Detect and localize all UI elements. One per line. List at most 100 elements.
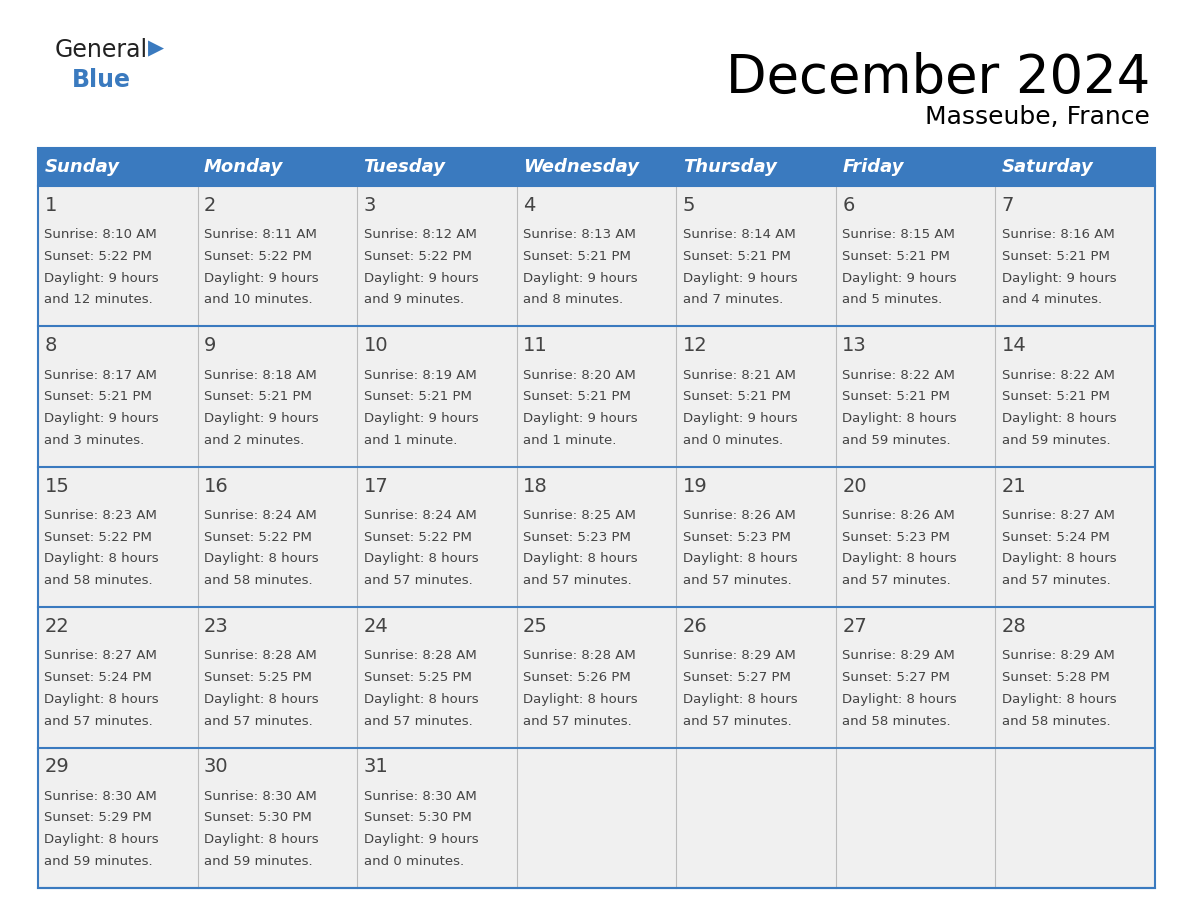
Text: Daylight: 8 hours: Daylight: 8 hours bbox=[204, 553, 318, 565]
Text: 25: 25 bbox=[523, 617, 548, 636]
Text: Monday: Monday bbox=[204, 158, 283, 176]
Text: 15: 15 bbox=[44, 476, 69, 496]
Text: Sunset: 5:22 PM: Sunset: 5:22 PM bbox=[204, 250, 311, 263]
Text: and 59 minutes.: and 59 minutes. bbox=[1001, 434, 1111, 447]
Text: Sunset: 5:21 PM: Sunset: 5:21 PM bbox=[44, 390, 152, 403]
Text: Daylight: 9 hours: Daylight: 9 hours bbox=[204, 272, 318, 285]
Text: and 5 minutes.: and 5 minutes. bbox=[842, 294, 942, 307]
Text: Sunset: 5:21 PM: Sunset: 5:21 PM bbox=[523, 390, 631, 403]
Text: Sunrise: 8:24 AM: Sunrise: 8:24 AM bbox=[204, 509, 317, 522]
Text: Daylight: 8 hours: Daylight: 8 hours bbox=[44, 693, 159, 706]
Text: Sunrise: 8:22 AM: Sunrise: 8:22 AM bbox=[1001, 368, 1114, 382]
Text: Sunset: 5:29 PM: Sunset: 5:29 PM bbox=[44, 812, 152, 824]
Text: and 9 minutes.: and 9 minutes. bbox=[364, 294, 463, 307]
Text: Sunset: 5:21 PM: Sunset: 5:21 PM bbox=[1001, 250, 1110, 263]
Text: and 3 minutes.: and 3 minutes. bbox=[44, 434, 145, 447]
Text: Blue: Blue bbox=[72, 68, 131, 92]
Text: 29: 29 bbox=[44, 757, 69, 777]
Bar bbox=[38, 607, 1155, 747]
Text: Daylight: 9 hours: Daylight: 9 hours bbox=[204, 412, 318, 425]
Text: 31: 31 bbox=[364, 757, 388, 777]
Text: Sunday: Sunday bbox=[44, 158, 119, 176]
Text: and 4 minutes.: and 4 minutes. bbox=[1001, 294, 1102, 307]
Text: Sunset: 5:23 PM: Sunset: 5:23 PM bbox=[842, 531, 950, 543]
Text: Wednesday: Wednesday bbox=[523, 158, 639, 176]
Text: Sunset: 5:22 PM: Sunset: 5:22 PM bbox=[364, 250, 472, 263]
Text: and 58 minutes.: and 58 minutes. bbox=[204, 574, 312, 588]
Text: Sunrise: 8:21 AM: Sunrise: 8:21 AM bbox=[683, 368, 796, 382]
Text: and 57 minutes.: and 57 minutes. bbox=[523, 714, 632, 728]
Text: 21: 21 bbox=[1001, 476, 1026, 496]
Text: and 8 minutes.: and 8 minutes. bbox=[523, 294, 624, 307]
Text: and 57 minutes.: and 57 minutes. bbox=[683, 574, 791, 588]
Text: Daylight: 8 hours: Daylight: 8 hours bbox=[364, 553, 478, 565]
Text: Daylight: 9 hours: Daylight: 9 hours bbox=[364, 272, 478, 285]
Text: Sunrise: 8:28 AM: Sunrise: 8:28 AM bbox=[204, 649, 317, 662]
Text: and 7 minutes.: and 7 minutes. bbox=[683, 294, 783, 307]
Text: 4: 4 bbox=[523, 196, 536, 215]
Text: and 57 minutes.: and 57 minutes. bbox=[842, 574, 950, 588]
Text: Sunrise: 8:17 AM: Sunrise: 8:17 AM bbox=[44, 368, 157, 382]
Text: 14: 14 bbox=[1001, 336, 1026, 355]
Text: Thursday: Thursday bbox=[683, 158, 777, 176]
Text: Sunrise: 8:15 AM: Sunrise: 8:15 AM bbox=[842, 228, 955, 241]
Text: 19: 19 bbox=[683, 476, 707, 496]
Text: and 57 minutes.: and 57 minutes. bbox=[44, 714, 153, 728]
Text: 1: 1 bbox=[44, 196, 57, 215]
Text: 16: 16 bbox=[204, 476, 229, 496]
Text: Sunrise: 8:18 AM: Sunrise: 8:18 AM bbox=[204, 368, 317, 382]
Text: Sunset: 5:26 PM: Sunset: 5:26 PM bbox=[523, 671, 631, 684]
Text: 6: 6 bbox=[842, 196, 854, 215]
Text: Daylight: 8 hours: Daylight: 8 hours bbox=[1001, 693, 1117, 706]
Text: Daylight: 8 hours: Daylight: 8 hours bbox=[204, 834, 318, 846]
Text: Sunrise: 8:19 AM: Sunrise: 8:19 AM bbox=[364, 368, 476, 382]
Text: Sunset: 5:21 PM: Sunset: 5:21 PM bbox=[842, 250, 950, 263]
Text: Daylight: 8 hours: Daylight: 8 hours bbox=[1001, 412, 1117, 425]
Text: Sunrise: 8:29 AM: Sunrise: 8:29 AM bbox=[1001, 649, 1114, 662]
Text: and 57 minutes.: and 57 minutes. bbox=[204, 714, 312, 728]
Text: and 57 minutes.: and 57 minutes. bbox=[364, 714, 473, 728]
Text: and 59 minutes.: and 59 minutes. bbox=[204, 855, 312, 868]
Text: Daylight: 8 hours: Daylight: 8 hours bbox=[842, 693, 956, 706]
Text: Daylight: 8 hours: Daylight: 8 hours bbox=[842, 412, 956, 425]
Text: 7: 7 bbox=[1001, 196, 1015, 215]
Text: Daylight: 9 hours: Daylight: 9 hours bbox=[364, 834, 478, 846]
Text: Sunrise: 8:26 AM: Sunrise: 8:26 AM bbox=[842, 509, 955, 522]
Text: 17: 17 bbox=[364, 476, 388, 496]
Text: Daylight: 8 hours: Daylight: 8 hours bbox=[683, 693, 797, 706]
Text: and 57 minutes.: and 57 minutes. bbox=[364, 574, 473, 588]
Text: Sunset: 5:22 PM: Sunset: 5:22 PM bbox=[44, 531, 152, 543]
Text: Sunrise: 8:12 AM: Sunrise: 8:12 AM bbox=[364, 228, 476, 241]
Text: and 58 minutes.: and 58 minutes. bbox=[1001, 714, 1111, 728]
Text: Sunset: 5:21 PM: Sunset: 5:21 PM bbox=[364, 390, 472, 403]
Text: Daylight: 8 hours: Daylight: 8 hours bbox=[1001, 553, 1117, 565]
Text: Tuesday: Tuesday bbox=[364, 158, 446, 176]
Text: 2: 2 bbox=[204, 196, 216, 215]
Text: Daylight: 8 hours: Daylight: 8 hours bbox=[842, 553, 956, 565]
Text: 30: 30 bbox=[204, 757, 228, 777]
Text: and 59 minutes.: and 59 minutes. bbox=[44, 855, 153, 868]
Text: 5: 5 bbox=[683, 196, 695, 215]
Text: and 59 minutes.: and 59 minutes. bbox=[842, 434, 950, 447]
Text: Sunset: 5:24 PM: Sunset: 5:24 PM bbox=[44, 671, 152, 684]
Text: Sunset: 5:21 PM: Sunset: 5:21 PM bbox=[683, 390, 790, 403]
Text: Sunrise: 8:30 AM: Sunrise: 8:30 AM bbox=[364, 789, 476, 802]
Text: Sunset: 5:30 PM: Sunset: 5:30 PM bbox=[204, 812, 311, 824]
Text: 26: 26 bbox=[683, 617, 707, 636]
Text: Sunset: 5:21 PM: Sunset: 5:21 PM bbox=[523, 250, 631, 263]
Text: General: General bbox=[55, 38, 148, 62]
Text: and 57 minutes.: and 57 minutes. bbox=[523, 574, 632, 588]
Text: 27: 27 bbox=[842, 617, 867, 636]
Text: and 12 minutes.: and 12 minutes. bbox=[44, 294, 153, 307]
Text: Sunrise: 8:30 AM: Sunrise: 8:30 AM bbox=[44, 789, 157, 802]
Text: Sunset: 5:27 PM: Sunset: 5:27 PM bbox=[842, 671, 950, 684]
Text: 23: 23 bbox=[204, 617, 229, 636]
Bar bbox=[38, 148, 1155, 186]
Bar bbox=[38, 466, 1155, 607]
Text: Sunset: 5:23 PM: Sunset: 5:23 PM bbox=[683, 531, 790, 543]
Text: Sunrise: 8:27 AM: Sunrise: 8:27 AM bbox=[44, 649, 157, 662]
Text: and 1 minute.: and 1 minute. bbox=[523, 434, 617, 447]
Text: Daylight: 8 hours: Daylight: 8 hours bbox=[523, 693, 638, 706]
Text: Daylight: 9 hours: Daylight: 9 hours bbox=[683, 272, 797, 285]
Text: Sunset: 5:25 PM: Sunset: 5:25 PM bbox=[364, 671, 472, 684]
